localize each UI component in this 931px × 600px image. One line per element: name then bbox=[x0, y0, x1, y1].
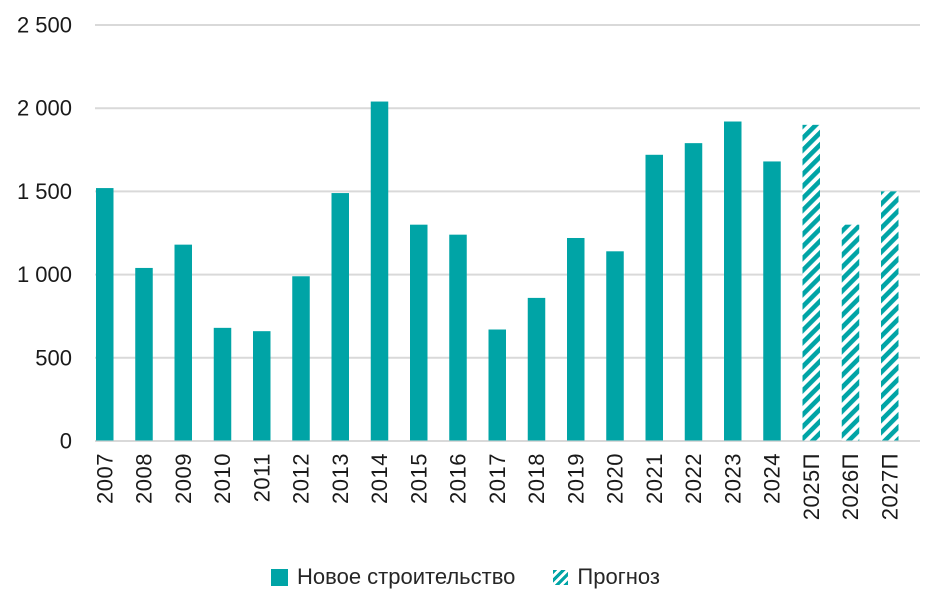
bar-2025П bbox=[802, 124, 820, 441]
bar-2015 bbox=[410, 224, 428, 441]
x-axis-label: 2011 bbox=[249, 453, 274, 502]
legend-hatched-swatch-icon bbox=[553, 569, 569, 585]
bar-2022 bbox=[684, 143, 703, 441]
bar-2027П bbox=[881, 191, 899, 441]
bar-2019 bbox=[567, 237, 585, 441]
legend-item-forecast: Прогноз bbox=[553, 564, 660, 590]
x-axis-label: 2007 bbox=[92, 453, 117, 504]
x-axis-label: 2008 bbox=[132, 453, 157, 504]
x-axis-label: 2026П bbox=[838, 453, 863, 520]
bar-2023 bbox=[724, 121, 742, 441]
x-axis-label: 2018 bbox=[524, 453, 549, 504]
bar-2013 bbox=[331, 193, 349, 441]
x-axis-label: 2012 bbox=[289, 453, 314, 504]
bar-2020 bbox=[606, 251, 624, 441]
x-axis-label: 2024 bbox=[760, 453, 785, 504]
y-axis-label: 1 500 bbox=[17, 179, 72, 204]
legend-label-forecast: Прогноз bbox=[577, 564, 660, 589]
x-axis-label: 2009 bbox=[171, 453, 196, 504]
bar-2016 bbox=[449, 234, 467, 441]
bar-chart: 2007 2008 2009 2010 2011 2012 2013 2014 2015 2016… bbox=[17, 13, 920, 520]
x-axis-label: 2015 bbox=[406, 453, 431, 504]
legend-label-new-construction: Новое строительство bbox=[297, 564, 516, 589]
x-axis-label: 2020 bbox=[603, 453, 628, 504]
x-axis-label: 2025П bbox=[799, 453, 824, 520]
y-axis-label: 0 bbox=[60, 429, 72, 454]
x-axis-label: 2019 bbox=[563, 453, 588, 504]
x-axis-label: 2014 bbox=[367, 453, 392, 504]
x-axis-label: 2013 bbox=[328, 453, 353, 504]
bar-2024 bbox=[763, 161, 781, 441]
x-axis-label: 2017 bbox=[485, 453, 510, 504]
x-axis-label: 2016 bbox=[446, 453, 471, 504]
legend: Новое строительство Прогноз bbox=[0, 564, 931, 590]
bar-2012 bbox=[292, 276, 310, 441]
y-axis-label: 2 500 bbox=[17, 13, 72, 38]
y-axis-label: 1 000 bbox=[17, 262, 72, 287]
gridlines bbox=[95, 24, 920, 442]
bar-2007 bbox=[96, 188, 114, 441]
bar-2018 bbox=[527, 297, 546, 441]
x-axis-label: 2023 bbox=[720, 453, 745, 504]
x-axis-label: 2027П bbox=[877, 453, 902, 520]
bar-2021 bbox=[645, 154, 663, 441]
x-axis-label: 2022 bbox=[681, 453, 706, 504]
bar-2008 bbox=[135, 267, 153, 441]
legend-item-new-construction: Новое строительство bbox=[271, 564, 515, 590]
bar-2026П bbox=[841, 224, 860, 441]
legend-solid-swatch-icon bbox=[271, 568, 289, 586]
bar-2017 bbox=[488, 329, 506, 441]
bar-2011 bbox=[253, 331, 271, 441]
x-axis-label: 2021 bbox=[642, 453, 667, 504]
y-axis-label: 500 bbox=[35, 345, 72, 370]
bar-2014 bbox=[370, 101, 389, 441]
x-axis-label: 2010 bbox=[210, 453, 235, 504]
y-axis-label: 2 000 bbox=[17, 96, 72, 121]
bar-2010 bbox=[213, 327, 232, 441]
y-axis-labels: 0 500 1 000 1 500 2 000 2 500 bbox=[17, 13, 72, 454]
x-axis-labels: 2007 2008 2009 2010 2011 2012 2013 2014 2015 2016… bbox=[92, 453, 902, 520]
bar-2009 bbox=[174, 244, 192, 441]
bars bbox=[96, 101, 899, 441]
